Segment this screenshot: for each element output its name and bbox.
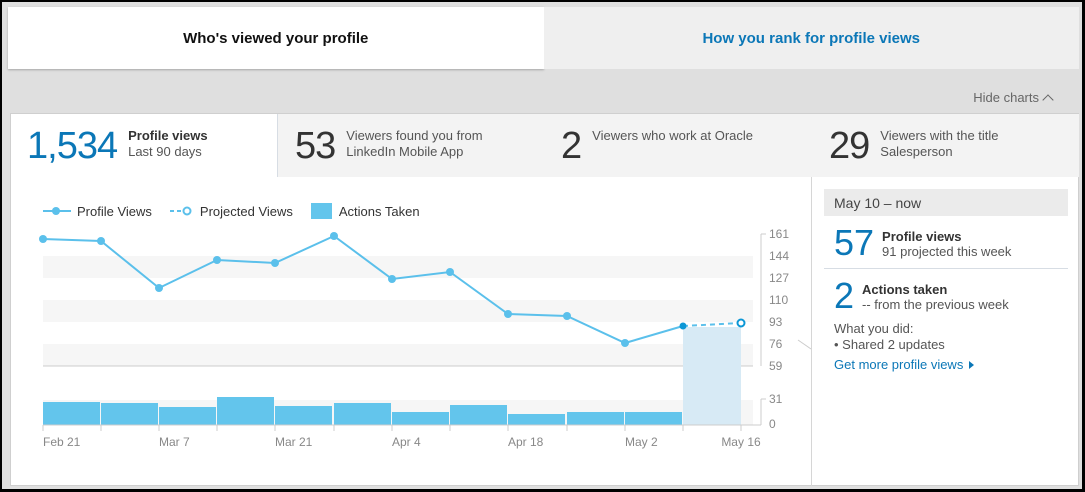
period-header: May 10 – now <box>824 189 1068 216</box>
svg-text:144: 144 <box>769 249 789 263</box>
svg-text:0: 0 <box>769 417 776 431</box>
stat-line1: Viewers who work at Oracle <box>592 128 754 143</box>
cta-label: Get more profile views <box>834 357 964 372</box>
chevron-up-icon <box>1042 93 1054 106</box>
tab-bar: Who's viewed your profile How you rank f… <box>8 7 1079 69</box>
legend-label: Profile Views <box>77 203 152 219</box>
stat-salesperson[interactable]: 29 Viewers with the title Salesperson <box>817 114 1079 177</box>
svg-text:May 16: May 16 <box>721 435 761 449</box>
stat-number: 29 <box>829 125 870 167</box>
what-item-text: Shared 2 updates <box>842 337 945 352</box>
stat-oracle[interactable]: 2 Viewers who work at Oracle <box>551 114 817 177</box>
what-you-did: What you did: • Shared 2 updates <box>834 321 945 353</box>
svg-text:Mar 21: Mar 21 <box>275 435 313 449</box>
svg-text:31: 31 <box>769 392 783 406</box>
legend-label: Actions Taken <box>338 203 420 219</box>
hide-charts-button[interactable]: Hide charts <box>973 90 1054 106</box>
what-label: What you did: <box>834 321 914 336</box>
actions-title: Actions taken <box>862 282 948 297</box>
dashed-line-circle-icon <box>169 206 192 216</box>
stat-number: 1,534 <box>27 125 118 167</box>
stats-row: 1,534 Profile views Last 90 days 53 Viewe… <box>11 114 1079 177</box>
svg-text:May 2: May 2 <box>625 435 658 449</box>
chart-legend: Profile Views Projected Views Actions Ta… <box>43 203 438 219</box>
stat-number: 53 <box>295 125 336 167</box>
legend-projected-views[interactable]: Projected Views <box>169 203 293 219</box>
legend-profile-views[interactable]: Profile Views <box>43 204 152 219</box>
hide-charts-label: Hide charts <box>973 90 1039 105</box>
caret-right-icon <box>969 360 975 369</box>
svg-text:Mar 7: Mar 7 <box>159 435 190 449</box>
actions-number: 2 <box>834 275 855 316</box>
weekly-summary: May 10 – now 57 Profile views 91 projecte… <box>811 177 1079 486</box>
stat-number: 2 <box>561 125 582 167</box>
stat-line1: Viewers found you from <box>346 128 483 143</box>
weekly-views-title: Profile views <box>882 229 962 244</box>
svg-text:127: 127 <box>769 271 789 285</box>
legend-actions-taken[interactable]: Actions Taken <box>310 203 420 219</box>
svg-text:59: 59 <box>769 359 783 373</box>
solid-line-dot-icon <box>43 207 71 215</box>
stat-line2: Salesperson <box>880 144 953 159</box>
chart-canvas: 161 144 127 110 93 76 59 31 0 Feb 21 Mar 7 Mar 21… <box>39 227 811 449</box>
stat-line1: Viewers with the title <box>880 128 999 143</box>
bar-swatch-icon <box>310 203 332 219</box>
stats-panel: 1,534 Profile views Last 90 days 53 Viewe… <box>10 113 1079 486</box>
weekly-views-number: 57 <box>834 222 875 263</box>
svg-text:93: 93 <box>769 315 783 329</box>
stat-mobile-app[interactable]: 53 Viewers found you from LinkedIn Mobile… <box>278 114 551 177</box>
divider <box>824 268 1068 269</box>
what-item: • Shared 2 updates <box>834 337 945 352</box>
tab-whos-viewed[interactable]: Who's viewed your profile <box>8 7 544 69</box>
legend-label: Projected Views <box>199 203 293 219</box>
svg-text:76: 76 <box>769 337 783 351</box>
actions-taken: 2 Actions taken -- from the previous week <box>834 278 1009 314</box>
svg-text:161: 161 <box>769 227 789 241</box>
stat-line2: LinkedIn Mobile App <box>346 144 464 159</box>
get-more-views-link[interactable]: Get more profile views <box>834 357 975 372</box>
stat-subtitle: Last 90 days <box>128 144 202 159</box>
svg-text:Apr 4: Apr 4 <box>392 435 421 449</box>
svg-text:110: 110 <box>769 293 788 307</box>
tab-how-you-rank[interactable]: How you rank for profile views <box>543 7 1079 69</box>
weekly-views-sub: 91 projected this week <box>882 244 1012 259</box>
stat-profile-views[interactable]: 1,534 Profile views Last 90 days <box>11 114 278 177</box>
stat-title: Profile views <box>128 128 208 143</box>
svg-text:Apr 18: Apr 18 <box>508 435 544 449</box>
svg-text:Feb 21: Feb 21 <box>43 435 81 449</box>
actions-sub: -- from the previous week <box>862 297 1009 312</box>
profile-views-chart: Profile Views Projected Views Actions Ta… <box>11 177 811 486</box>
weekly-views: 57 Profile views 91 projected this week <box>834 225 1011 261</box>
